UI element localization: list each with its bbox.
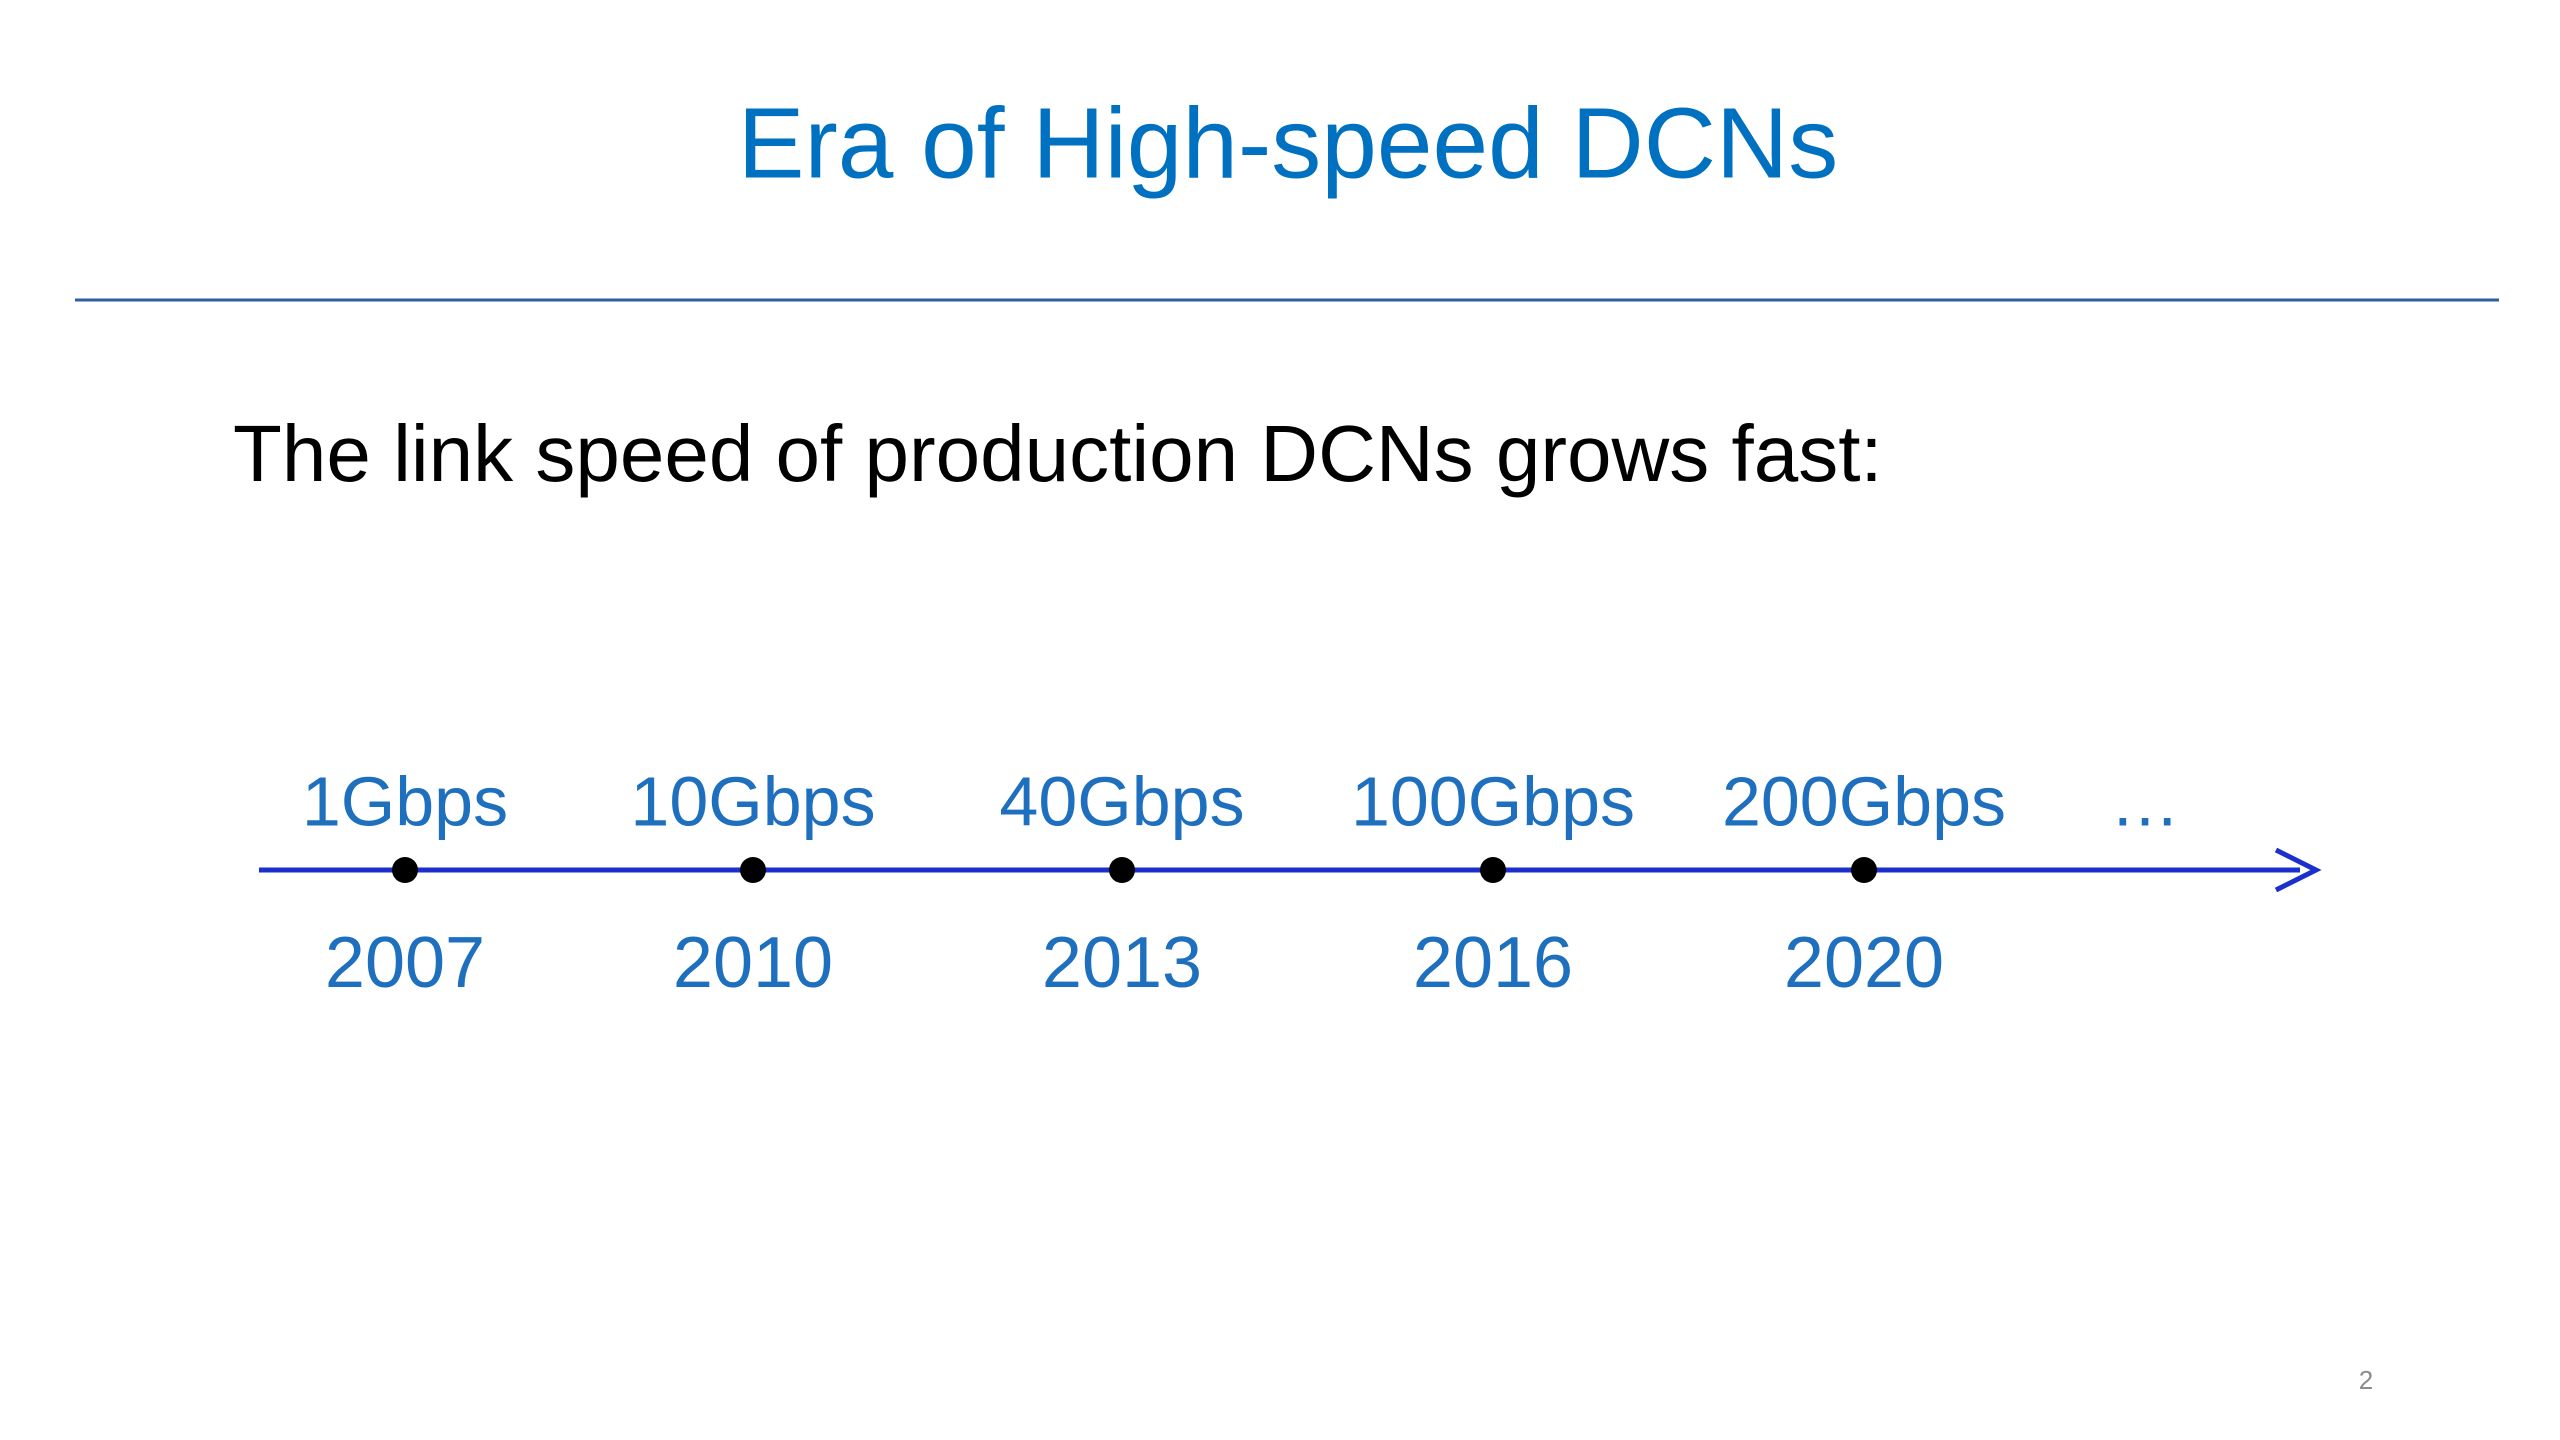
slide-title: Era of High-speed DCNs xyxy=(738,87,1838,199)
timeline-items: 1Gbps 2007 10Gbps 2010 40Gbps 2013 100Gbps 2016… xyxy=(302,762,2006,1003)
year-label: 2020 xyxy=(1784,923,1944,1003)
page-number: 2 xyxy=(2359,1365,2373,1395)
timeline-ellipsis: … xyxy=(2110,762,2180,840)
year-label: 2010 xyxy=(673,923,833,1003)
body-text: The link speed of production DCNs grows … xyxy=(233,409,1883,498)
timeline-dot xyxy=(1109,857,1135,883)
speed-label: 10Gbps xyxy=(630,762,875,840)
year-label: 2013 xyxy=(1042,923,1202,1003)
speed-label: 200Gbps xyxy=(1722,762,2006,840)
timeline-dot xyxy=(1480,857,1506,883)
year-label: 2007 xyxy=(325,923,485,1003)
year-label: 2016 xyxy=(1413,923,1573,1003)
timeline-arrowhead xyxy=(2274,847,2322,893)
timeline-dot xyxy=(392,857,418,883)
timeline-dot xyxy=(740,857,766,883)
speed-label: 40Gbps xyxy=(999,762,1244,840)
timeline-dot xyxy=(1851,857,1877,883)
speed-label: 100Gbps xyxy=(1351,762,1635,840)
speed-label: 1Gbps xyxy=(302,762,508,840)
